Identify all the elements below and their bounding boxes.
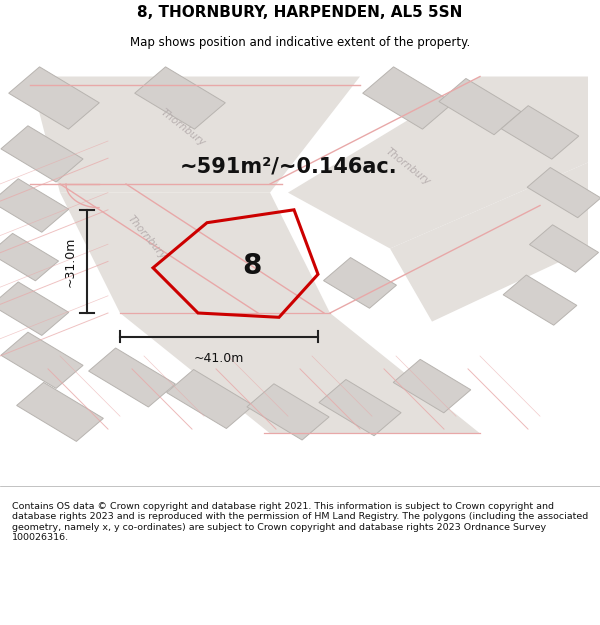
Text: Thornbury: Thornbury <box>126 214 168 262</box>
Polygon shape <box>17 382 103 441</box>
Text: 8: 8 <box>242 252 262 280</box>
Polygon shape <box>393 359 471 413</box>
Polygon shape <box>323 258 397 308</box>
Polygon shape <box>0 179 69 232</box>
Polygon shape <box>501 106 579 159</box>
Text: 8, THORNBURY, HARPENDEN, AL5 5SN: 8, THORNBURY, HARPENDEN, AL5 5SN <box>137 4 463 19</box>
Text: Map shows position and indicative extent of the property.: Map shows position and indicative extent… <box>130 36 470 49</box>
Text: Contains OS data © Crown copyright and database right 2021. This information is : Contains OS data © Crown copyright and d… <box>12 502 588 542</box>
Polygon shape <box>8 67 100 129</box>
Text: Thornbury: Thornbury <box>158 107 208 149</box>
Text: Thornbury: Thornbury <box>383 146 433 188</box>
Polygon shape <box>0 233 59 281</box>
Text: ~591m²/~0.146ac.: ~591m²/~0.146ac. <box>180 157 398 177</box>
Polygon shape <box>89 348 175 407</box>
Polygon shape <box>120 313 480 433</box>
Polygon shape <box>0 282 69 336</box>
Polygon shape <box>390 162 588 322</box>
Text: ~41.0m: ~41.0m <box>194 352 244 365</box>
Polygon shape <box>167 369 253 429</box>
Polygon shape <box>1 126 83 182</box>
Polygon shape <box>30 76 360 192</box>
Polygon shape <box>319 379 401 436</box>
Polygon shape <box>60 192 330 313</box>
Polygon shape <box>247 384 329 440</box>
Polygon shape <box>529 225 599 272</box>
Polygon shape <box>288 76 588 249</box>
Text: ~31.0m: ~31.0m <box>63 236 76 287</box>
Polygon shape <box>1 332 83 388</box>
Polygon shape <box>439 79 521 135</box>
Polygon shape <box>503 275 577 325</box>
Polygon shape <box>527 168 600 217</box>
Polygon shape <box>134 67 226 129</box>
Polygon shape <box>362 67 454 129</box>
